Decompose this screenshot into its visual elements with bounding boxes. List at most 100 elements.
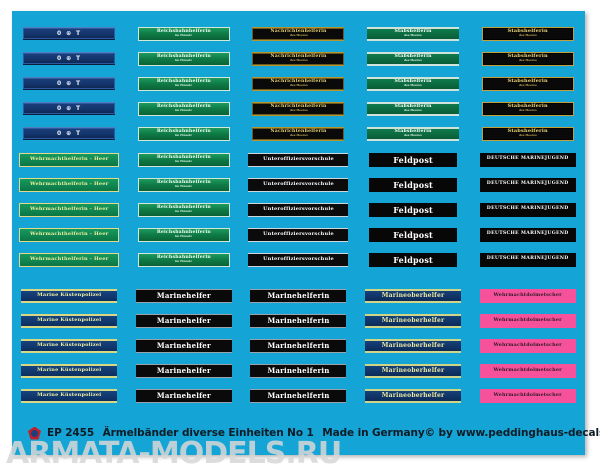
decal-band-stabshelferin-black[interactable]: Stabshelferin des Heeres: [481, 101, 574, 116]
decal-band-stabshelferin-black[interactable]: Stabshelferin des Heeres: [481, 26, 574, 41]
decal-band-primary-text: Stabshelferin: [507, 103, 548, 110]
decal-band-marine-kuestenpolizei[interactable]: Marine Küstenpolizei: [21, 363, 118, 378]
decal-band-marinehelfer[interactable]: Marinehelfer: [135, 363, 232, 378]
decal-band-marinehelferin[interactable]: Marinehelferin: [250, 288, 347, 303]
decal-band-reichsbahnhelferin[interactable]: Reichsbahnhelferin im Einsatz: [137, 26, 230, 41]
decal-band-nachrichtenhelferin[interactable]: Nachrichtenhelferin des Heeres: [252, 76, 345, 91]
decal-band-marinehelfer[interactable]: Marinehelfer: [135, 338, 232, 353]
decal-band-deutsche-marinejugend[interactable]: DEUTSCHE MARINEJUGEND: [479, 202, 576, 217]
decal-band-stabshelferin-green[interactable]: Stabshelferin des Heeres: [367, 26, 460, 41]
decal-band-marinehelfer[interactable]: Marinehelfer: [135, 288, 232, 303]
decal-band-secondary-text: des Heeres: [518, 33, 537, 38]
decal-band-wehrmachtdolmetscher[interactable]: Wehrmachtdolmetscher: [479, 313, 576, 328]
decal-band-stabshelferin-black[interactable]: Stabshelferin des Heeres: [481, 51, 574, 66]
decal-band-nachrichtenhelferin[interactable]: Nachrichtenhelferin des Heeres: [252, 26, 345, 41]
decal-band-primary-text: Unteroffiziersvorschule: [263, 231, 334, 237]
decal-row: Marine Küstenpolizei Marinehelfer Marinehe…: [12, 308, 585, 333]
decal-band-primary-text: Stabshelferin: [394, 28, 432, 34]
decal-band-reichsbahnhelferin[interactable]: Reichsbahnhelferin im Einsatz: [137, 76, 230, 91]
decal-band-unteroffiziersvorschule[interactable]: Unteroffiziersvorschule: [248, 177, 349, 192]
decal-band-reichsbahnhelferin[interactable]: Reichsbahnhelferin im Einsatz: [137, 177, 230, 192]
decal-band-marinehelfer[interactable]: Marinehelfer: [135, 313, 232, 328]
decal-row: Wehrmachthelferin - Heer Reichsbahnhelfer…: [12, 147, 585, 172]
decal-band-wehrmachtdolmetscher[interactable]: Wehrmachtdolmetscher: [479, 288, 576, 303]
decal-band-emblem[interactable]: 0 ⊕ T: [23, 52, 116, 65]
decal-band-marineoberhelfer[interactable]: Marineoberhelfer: [365, 363, 462, 378]
decal-band-feldpost[interactable]: Feldpost: [369, 152, 458, 167]
decal-band-feldpost[interactable]: Feldpost: [369, 177, 458, 192]
decal-band-primary-text: Marine Küstenpolizei: [37, 342, 102, 348]
decal-band-emblem[interactable]: 0 ⊕ T: [23, 102, 116, 115]
decal-band-unteroffiziersvorschule[interactable]: Unteroffiziersvorschule: [248, 227, 349, 242]
decal-band-feldpost[interactable]: Feldpost: [369, 202, 458, 217]
decal-band-primary-text: 0 ⊕ T: [57, 54, 82, 62]
decal-band-secondary-text: des Heeres: [404, 83, 422, 88]
decal-band-primary-text: Marineoberhelfer: [381, 366, 445, 374]
decal-band-emblem[interactable]: 0 ⊕ T: [23, 77, 116, 90]
decal-band-wehrmachthelferin-heer[interactable]: Wehrmachthelferin - Heer: [19, 252, 120, 267]
decal-band-reichsbahnhelferin[interactable]: Reichsbahnhelferin im Einsatz: [137, 51, 230, 66]
decal-band-stabshelferin-green[interactable]: Stabshelferin des Heeres: [367, 51, 460, 66]
decal-cell: Wehrmachthelferin - Heer: [12, 197, 127, 222]
decal-band-marinehelferin[interactable]: Marinehelferin: [250, 363, 347, 378]
decal-band-wehrmachtdolmetscher[interactable]: Wehrmachtdolmetscher: [479, 338, 576, 353]
decal-band-primary-text: Unteroffiziersvorschule: [263, 206, 334, 212]
decal-band-reichsbahnhelferin[interactable]: Reichsbahnhelferin im Einsatz: [137, 202, 230, 217]
decal-band-feldpost[interactable]: Feldpost: [369, 252, 458, 267]
decal-band-nachrichtenhelferin[interactable]: Nachrichtenhelferin des Heeres: [252, 101, 345, 116]
decal-row: 0 ⊕ T Reichsbahnhelferin im Einsatz Nachric…: [12, 21, 585, 46]
decal-band-reichsbahnhelferin[interactable]: Reichsbahnhelferin im Einsatz: [137, 126, 230, 141]
decal-band-emblem[interactable]: 0 ⊕ T: [23, 127, 116, 140]
decal-band-primary-text: 0 ⊕ T: [57, 129, 82, 137]
decal-band-emblem[interactable]: 0 ⊕ T: [23, 27, 116, 40]
decal-band-marineoberhelfer[interactable]: Marineoberhelfer: [365, 313, 462, 328]
decal-band-unteroffiziersvorschule[interactable]: Unteroffiziersvorschule: [248, 202, 349, 217]
decal-band-wehrmachtdolmetscher[interactable]: Wehrmachtdolmetscher: [479, 363, 576, 378]
decal-cell: Stabshelferin des Heeres: [356, 96, 471, 121]
decal-band-reichsbahnhelferin[interactable]: Reichsbahnhelferin im Einsatz: [137, 252, 230, 267]
decal-cell: Wehrmachthelferin - Heer: [12, 222, 127, 247]
decal-band-reichsbahnhelferin[interactable]: Reichsbahnhelferin im Einsatz: [137, 227, 230, 242]
decal-band-nachrichtenhelferin[interactable]: Nachrichtenhelferin des Heeres: [252, 126, 345, 141]
decal-band-primary-text: Wehrmachthelferin - Heer: [30, 181, 109, 187]
decal-band-nachrichtenhelferin[interactable]: Nachrichtenhelferin des Heeres: [252, 51, 345, 66]
decal-band-wehrmachthelferin-heer[interactable]: Wehrmachthelferin - Heer: [19, 152, 120, 167]
decal-band-marinehelferin[interactable]: Marinehelferin: [250, 388, 347, 403]
decal-band-reichsbahnhelferin[interactable]: Reichsbahnhelferin im Einsatz: [137, 152, 230, 167]
decal-band-marine-kuestenpolizei[interactable]: Marine Küstenpolizei: [21, 288, 118, 303]
decal-band-deutsche-marinejugend[interactable]: DEUTSCHE MARINEJUGEND: [479, 177, 576, 192]
decal-band-primary-text: Feldpost: [393, 204, 433, 215]
decal-band-secondary-text: im Einsatz: [175, 108, 193, 113]
decal-band-marineoberhelfer[interactable]: Marineoberhelfer: [365, 288, 462, 303]
decal-band-stabshelferin-black[interactable]: Stabshelferin des Heeres: [481, 76, 574, 91]
decal-band-stabshelferin-green[interactable]: Stabshelferin des Heeres: [367, 126, 460, 141]
decal-band-marineoberhelfer[interactable]: Marineoberhelfer: [365, 388, 462, 403]
decal-band-wehrmachtdolmetscher[interactable]: Wehrmachtdolmetscher: [479, 388, 576, 403]
decal-band-marinehelferin[interactable]: Marinehelferin: [250, 313, 347, 328]
decal-band-feldpost[interactable]: Feldpost: [369, 227, 458, 242]
decal-band-reichsbahnhelferin[interactable]: Reichsbahnhelferin im Einsatz: [137, 101, 230, 116]
decal-band-wehrmachthelferin-heer[interactable]: Wehrmachthelferin - Heer: [19, 202, 120, 217]
decal-band-wehrmachthelferin-heer[interactable]: Wehrmachthelferin - Heer: [19, 227, 120, 242]
decal-band-stabshelferin-green[interactable]: Stabshelferin des Heeres: [367, 101, 460, 116]
decal-band-marine-kuestenpolizei[interactable]: Marine Küstenpolizei: [21, 388, 118, 403]
decal-band-primary-text: Feldpost: [393, 179, 433, 190]
decal-band-deutsche-marinejugend[interactable]: DEUTSCHE MARINEJUGEND: [479, 152, 576, 167]
decal-band-stabshelferin-black[interactable]: Stabshelferin des Heeres: [481, 126, 574, 141]
decal-band-wehrmachthelferin-heer[interactable]: Wehrmachthelferin - Heer: [19, 177, 120, 192]
decal-cell: Reichsbahnhelferin im Einsatz: [127, 197, 242, 222]
decal-band-marine-kuestenpolizei[interactable]: Marine Küstenpolizei: [21, 338, 118, 353]
decal-group-middle: Wehrmachthelferin - Heer Reichsbahnhelfer…: [12, 147, 585, 272]
decal-band-deutsche-marinejugend[interactable]: DEUTSCHE MARINEJUGEND: [479, 227, 576, 242]
decal-cell: Stabshelferin des Heeres: [470, 21, 585, 46]
decal-band-primary-text: Unteroffiziersvorschule: [263, 256, 334, 262]
decal-band-unteroffiziersvorschule[interactable]: Unteroffiziersvorschule: [248, 152, 349, 167]
decal-band-stabshelferin-green[interactable]: Stabshelferin des Heeres: [367, 76, 460, 91]
decal-band-deutsche-marinejugend[interactable]: DEUTSCHE MARINEJUGEND: [479, 252, 576, 267]
decal-band-marineoberhelfer[interactable]: Marineoberhelfer: [365, 338, 462, 353]
decal-band-marinehelfer[interactable]: Marinehelfer: [135, 388, 232, 403]
decal-band-marinehelferin[interactable]: Marinehelferin: [250, 338, 347, 353]
decal-band-unteroffiziersvorschule[interactable]: Unteroffiziersvorschule: [248, 252, 349, 267]
decal-band-primary-text: Reichsbahnhelferin: [156, 78, 211, 84]
decal-band-marine-kuestenpolizei[interactable]: Marine Küstenpolizei: [21, 313, 118, 328]
